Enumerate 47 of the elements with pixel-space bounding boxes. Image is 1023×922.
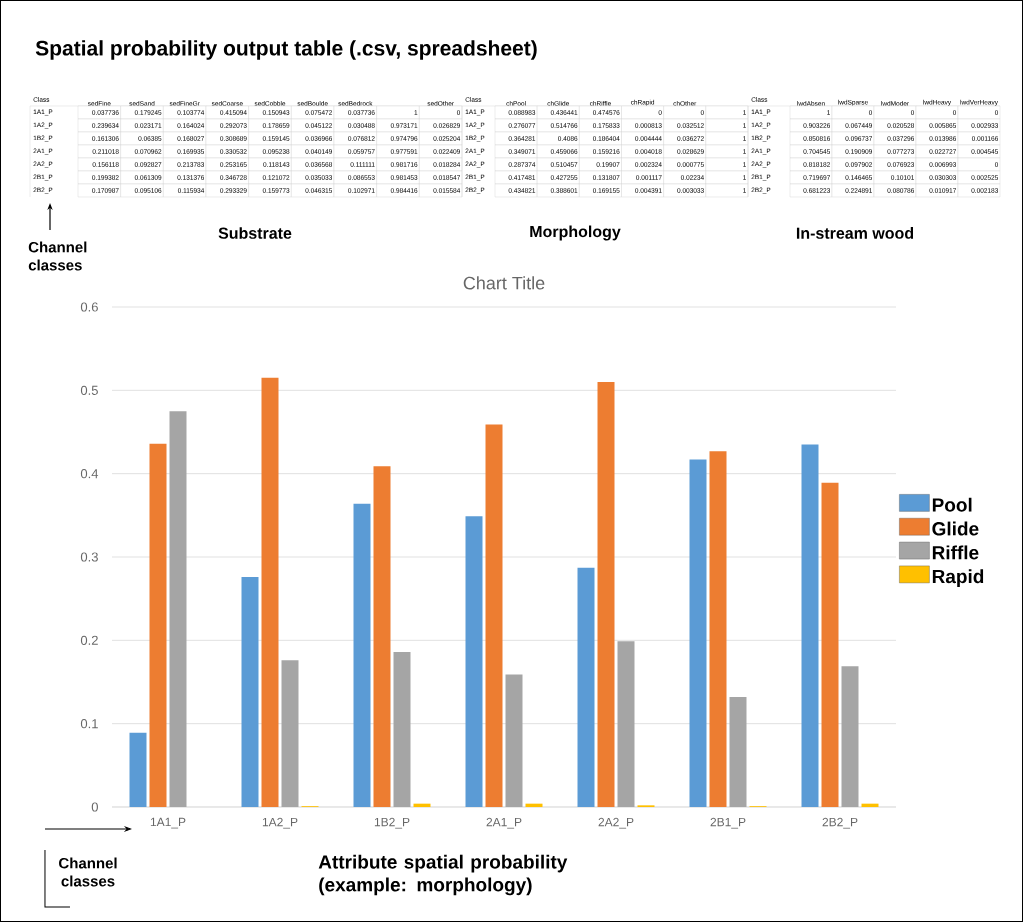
bar	[617, 641, 635, 807]
bar	[353, 503, 371, 807]
text: In-stream wood	[796, 227, 914, 239]
legend-label: Glide	[932, 521, 979, 536]
bar	[689, 459, 707, 807]
bar	[261, 377, 279, 807]
y-tick-label: 0.2	[80, 635, 98, 645]
text: Spatial probability output table (.csv, spreadsheet)	[35, 40, 537, 60]
bar	[801, 444, 819, 807]
y-tick-label: 0.3	[80, 552, 98, 562]
text: Substrate	[218, 227, 292, 239]
bar	[465, 516, 483, 807]
text: Channel classes	[59, 857, 117, 887]
x-tick-label: 2B1_P	[710, 817, 746, 829]
text: Morphology	[530, 225, 621, 241]
chart-title: Chart Title	[463, 276, 545, 290]
y-tick-label: 0.1	[80, 719, 98, 729]
y-tick-label: 0.6	[80, 302, 98, 312]
bar	[241, 577, 259, 807]
bar	[709, 451, 727, 807]
bar	[281, 660, 299, 807]
bar	[393, 652, 411, 807]
legend-label: Pool	[932, 497, 972, 512]
bar	[485, 424, 503, 807]
y-tick-label: 0	[91, 802, 98, 812]
x-tick-label: 1A1_P	[150, 817, 186, 829]
bar	[129, 732, 147, 807]
y-tick-label: 0.5	[80, 385, 98, 395]
x-tick-label: 1A2_P	[262, 817, 298, 829]
bar	[821, 482, 839, 807]
bar	[373, 466, 391, 807]
legend-label: Riffle	[932, 545, 979, 560]
x-tick-label: 1B2_P	[374, 817, 410, 829]
bar	[169, 411, 187, 807]
legend-label: Rapid	[932, 569, 984, 587]
text: Channel classes	[28, 241, 87, 271]
y-tick-label: 0.4	[80, 469, 99, 479]
x-tick-label: 2B2_P	[822, 817, 858, 829]
bar	[597, 382, 615, 807]
bar	[149, 443, 167, 807]
bar	[577, 567, 595, 807]
bar	[841, 666, 859, 807]
bar	[729, 697, 747, 807]
bar	[505, 674, 523, 807]
text: Attribute spatial probability (example: morphology)	[318, 854, 568, 896]
x-tick-label: 2A2_P	[598, 817, 634, 829]
x-tick-label: 2A1_P	[486, 817, 522, 829]
